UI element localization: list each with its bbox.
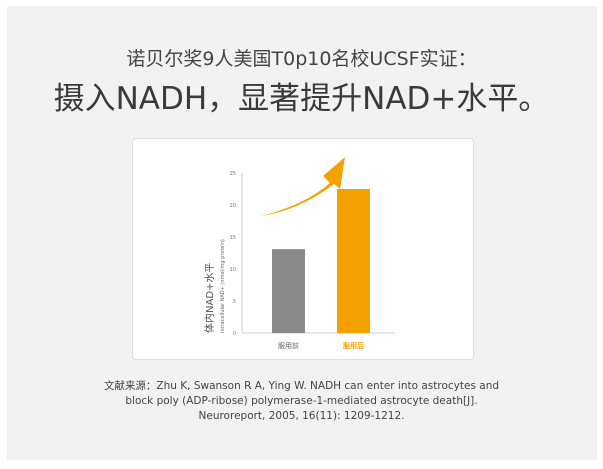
y-tick-label: 0 <box>233 331 236 337</box>
y-tick-label: 25 <box>230 171 236 177</box>
x-tick-label: 服用后 <box>343 341 364 350</box>
reference-line-2: block poly (ADP-ribose) polymerase-1-med… <box>125 395 478 407</box>
reference-line-1: 文献来源：Zhu K, Swanson R A, Ying W. NADH ca… <box>103 380 500 392</box>
trend-arrow <box>261 157 345 216</box>
bar <box>337 189 370 333</box>
y-tick-label: 5 <box>233 299 236 305</box>
x-tick-label: 服用前 <box>278 341 299 350</box>
y-tick-label: 15 <box>230 235 236 241</box>
page-title: 摄入NADH，显著提升NAD+水平。 <box>53 81 550 117</box>
reference-line-3: Neuroreport, 2005, 16(11): 1209-1212. <box>198 410 405 422</box>
y-tick-label: 10 <box>230 267 236 273</box>
y-axis-title: 体内NAD+水平 <box>203 263 216 333</box>
y-tick-label: 20 <box>230 203 236 209</box>
y-axis-subtitle: Intracellular NAD+ (nmol/mg protein) <box>220 239 226 333</box>
reference-citation: 文献来源：Zhu K, Swanson R A, Ying W. NADH ca… <box>100 379 503 424</box>
bar <box>272 249 305 333</box>
subtitle: 诺贝尔奖9人美国T0p10名校UCSF实证： <box>126 48 477 70</box>
